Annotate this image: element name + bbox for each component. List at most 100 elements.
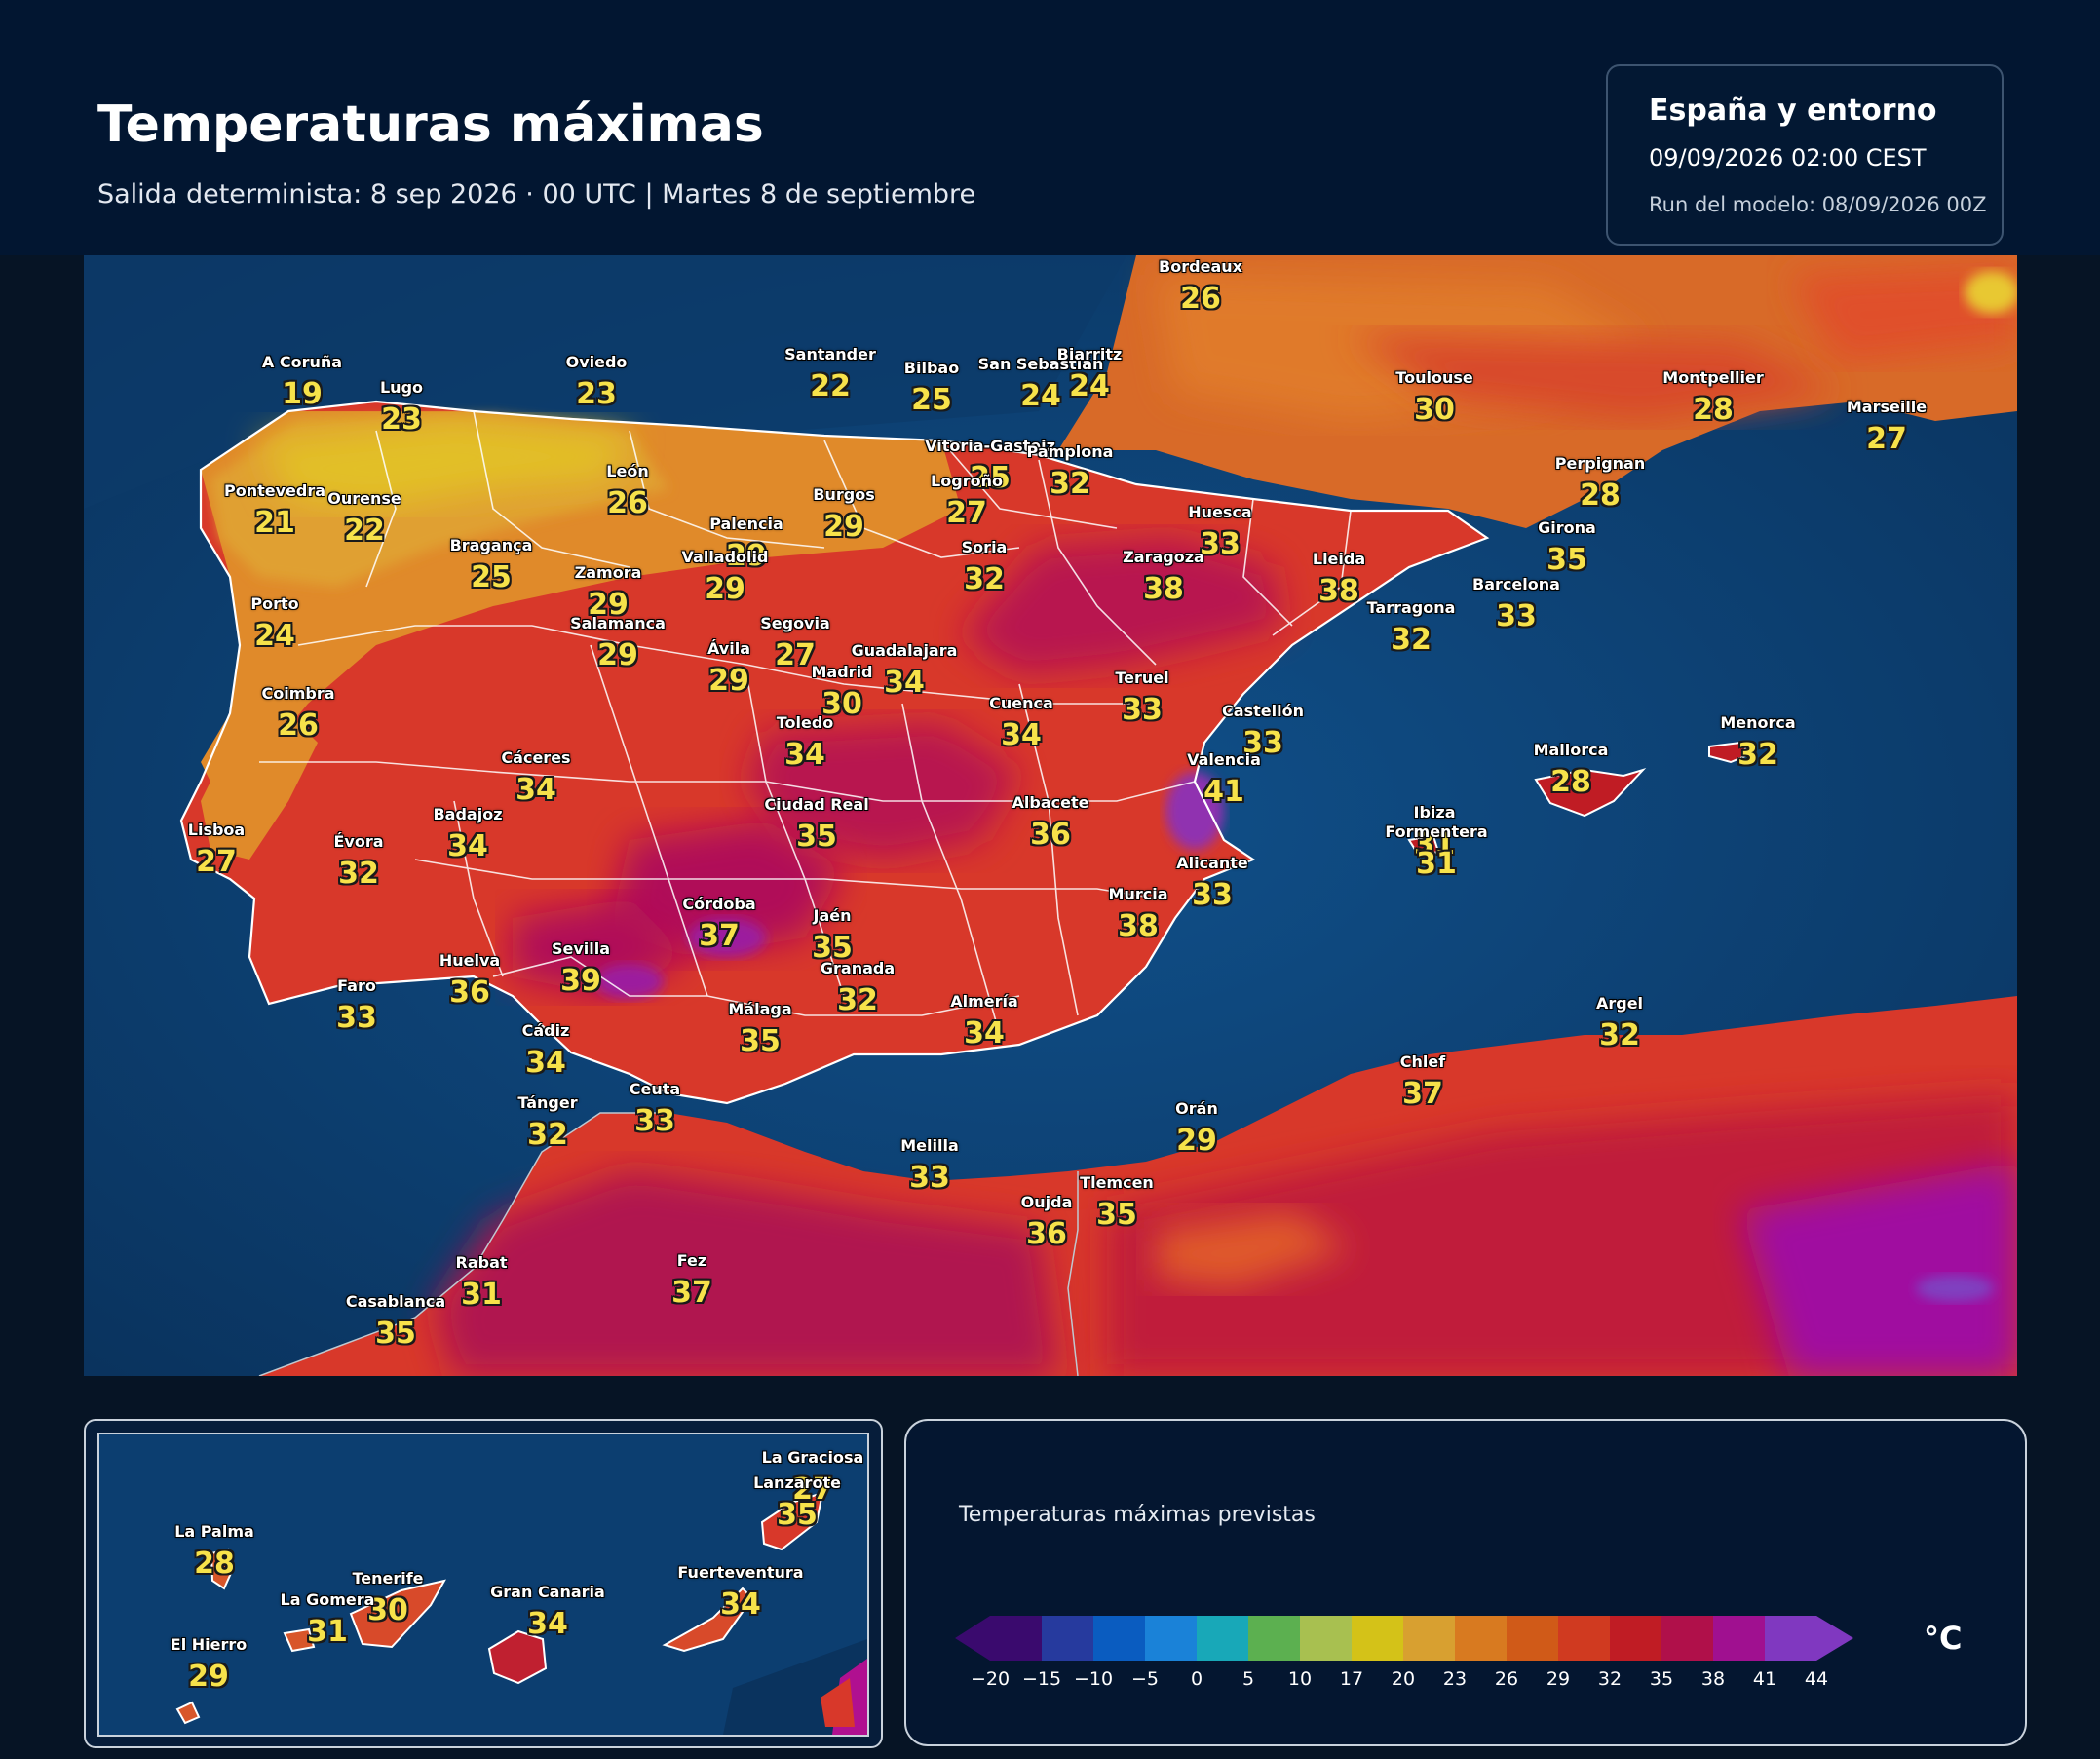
city-label: San Sebastián 24 bbox=[978, 355, 1104, 413]
city-name: Lisboa bbox=[187, 821, 246, 839]
city-name: Ávila bbox=[706, 639, 751, 658]
city-label: Argel 32 bbox=[1596, 994, 1643, 1052]
city-temperature: 22 bbox=[810, 369, 851, 403]
header-bar: Temperaturas máximas Salida determinista… bbox=[0, 0, 2100, 255]
city-name: San Sebastián bbox=[977, 355, 1104, 373]
city-label: Ourense 22 bbox=[327, 489, 401, 548]
city-label: León 26 bbox=[606, 462, 648, 520]
city-label: Bilbao 25 bbox=[904, 359, 959, 417]
city-name: Barcelona bbox=[1472, 575, 1560, 593]
city-label: Évora 32 bbox=[333, 832, 383, 891]
city-temperature: 25 bbox=[911, 383, 952, 417]
city-label: Marseille 27 bbox=[1847, 398, 1927, 456]
colorbar-segment bbox=[1352, 1616, 1403, 1661]
city-temperature: 32 bbox=[1737, 738, 1778, 772]
city-temperature: 32 bbox=[1599, 1018, 1640, 1052]
city-label: Logroño 27 bbox=[931, 472, 1003, 530]
colorbar-segment bbox=[1145, 1616, 1197, 1661]
city-label: Segovia 27 bbox=[760, 614, 830, 672]
city-label: Pontevedra 21 bbox=[224, 481, 325, 540]
colorbar-tick-label: −20 bbox=[970, 1668, 1011, 1690]
city-label: Chlef 37 bbox=[1400, 1052, 1445, 1111]
canary-island-name: Gran Canaria bbox=[490, 1583, 605, 1601]
city-label: Burgos 29 bbox=[813, 485, 874, 544]
city-temperature: 32 bbox=[1050, 467, 1090, 501]
city-label: Lisboa 27 bbox=[188, 821, 245, 879]
city-temperature: 36 bbox=[1026, 1217, 1067, 1251]
city-temperature: 41 bbox=[1203, 775, 1244, 809]
colorbar-segment bbox=[1507, 1616, 1558, 1661]
city-label: Granada 32 bbox=[821, 959, 895, 1017]
info-box: España y entorno 09/09/2026 02:00 CEST R… bbox=[1606, 64, 2004, 246]
colorbar-tick-label: 0 bbox=[1190, 1668, 1203, 1690]
city-name: Menorca bbox=[1720, 713, 1796, 732]
colorbar-segment bbox=[1042, 1616, 1093, 1661]
city-temperature: 27 bbox=[775, 638, 816, 672]
city-name: Toledo bbox=[776, 713, 834, 732]
city-name: Madrid bbox=[811, 663, 873, 681]
city-temperature: 29 bbox=[588, 588, 629, 622]
city-temperature: 23 bbox=[381, 402, 422, 437]
city-temperature: 27 bbox=[1866, 422, 1907, 456]
city-temperature: 29 bbox=[726, 539, 767, 573]
city-label: Tarragona 32 bbox=[1367, 598, 1456, 657]
legend-unit: °C bbox=[1924, 1620, 1963, 1657]
main-map[interactable]: Bordeaux 26 A Coruña 19 Lugo 23 Oviedo 23 Santan… bbox=[84, 255, 2017, 1376]
colorbar-tick-label: 35 bbox=[1649, 1668, 1674, 1690]
colorbar-segment bbox=[955, 1616, 1042, 1661]
canary-island-name: Fuerteventura bbox=[677, 1563, 804, 1582]
city-name: Málaga bbox=[728, 1000, 792, 1018]
legend-panel: Temperaturas máximas previstas °C −20 −15… bbox=[904, 1419, 2027, 1746]
city-temperature: 31 bbox=[1414, 827, 1455, 861]
city-temperature: 29 bbox=[705, 572, 745, 606]
city-name: Melilla bbox=[900, 1136, 959, 1155]
city-temperature: 37 bbox=[699, 919, 740, 953]
city-label: Orán 29 bbox=[1175, 1099, 1218, 1158]
city-temperature: 38 bbox=[1118, 909, 1159, 943]
city-name: Zaragoza bbox=[1123, 548, 1204, 566]
canary-island-name: La Gomera bbox=[280, 1590, 375, 1609]
city-temperature: 33 bbox=[1122, 693, 1163, 727]
city-name: Mallorca bbox=[1533, 741, 1609, 759]
city-temperature: 33 bbox=[336, 1001, 377, 1035]
city-temperature: 34 bbox=[525, 1046, 566, 1080]
canary-island-temperature: 30 bbox=[367, 1593, 408, 1627]
city-temperature: 24 bbox=[254, 619, 295, 653]
city-temperature: 35 bbox=[812, 931, 853, 965]
canary-island-label: Tenerife 30 bbox=[352, 1569, 423, 1627]
canary-island-name: Tenerife bbox=[352, 1569, 424, 1587]
city-name: Casablanca bbox=[345, 1292, 446, 1311]
city-label: Zaragoza 38 bbox=[1123, 548, 1204, 606]
colorbar-tick-label: 5 bbox=[1241, 1668, 1255, 1690]
city-label: Albacete 36 bbox=[1012, 793, 1089, 852]
city-name: Oviedo bbox=[565, 353, 628, 371]
city-temperature: 32 bbox=[338, 857, 379, 891]
colorbar-segment bbox=[1248, 1616, 1300, 1661]
city-name: Lleida bbox=[1312, 550, 1366, 568]
city-label: Rabat 31 bbox=[455, 1253, 507, 1312]
city-temperature: 34 bbox=[884, 666, 925, 700]
city-label: Coimbra 26 bbox=[261, 684, 334, 743]
city-temperature: 33 bbox=[634, 1104, 675, 1138]
colorbar-segment bbox=[1558, 1616, 1610, 1661]
city-label: Ibiza 31 bbox=[1414, 803, 1456, 861]
city-name: Córdoba bbox=[682, 895, 756, 913]
city-temperature: 35 bbox=[375, 1317, 416, 1351]
city-name: Lugo bbox=[379, 378, 424, 397]
colorbar-segment bbox=[1713, 1616, 1765, 1661]
canary-island-name: El Hierro bbox=[170, 1635, 248, 1654]
info-run: Run del modelo: 08/09/2026 00Z bbox=[1649, 193, 1987, 216]
city-name: Burgos bbox=[813, 485, 875, 504]
city-label: Palencia 29 bbox=[709, 515, 783, 573]
city-name: Ourense bbox=[327, 489, 401, 508]
city-temperature: 34 bbox=[515, 773, 556, 807]
city-temperature: 24 bbox=[1020, 379, 1061, 413]
canary-islands-inset[interactable]: La Graciosa 27 Lanzarote 35 La Palma 28 Teneri… bbox=[84, 1419, 883, 1748]
city-label: Cádiz 34 bbox=[522, 1021, 570, 1080]
city-label: Salamanca 29 bbox=[570, 614, 666, 672]
city-name: Bragança bbox=[449, 536, 533, 554]
city-label: Bragança 25 bbox=[450, 536, 533, 594]
city-label: Soria 32 bbox=[962, 538, 1008, 596]
city-name: Castellón bbox=[1222, 702, 1304, 720]
city-name: Perpignan bbox=[1554, 454, 1646, 473]
